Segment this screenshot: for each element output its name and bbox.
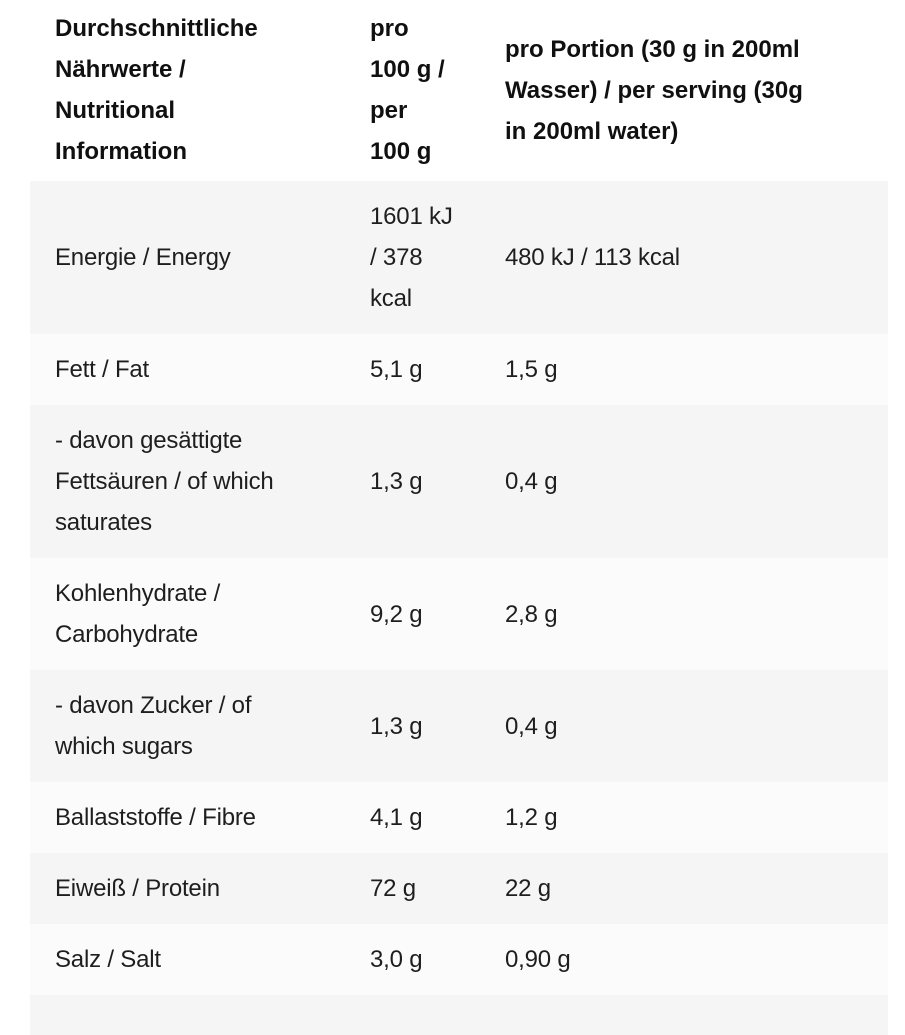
nutrient-label: Fett / Fat <box>30 334 345 405</box>
per-100g-value: 1,3 g <box>345 405 480 558</box>
nutrient-label: - davon gesättigte Fettsäuren / of which… <box>30 405 345 558</box>
row-protein: Eiweiß / Protein 72 g 22 g <box>30 853 888 924</box>
per-100g-value: 5,1 g <box>345 334 480 405</box>
per-100g-value: 9,2 g <box>345 558 480 670</box>
per-100g-value: 3,0 g <box>345 924 480 995</box>
row-energy: Energie / Energy 1601 kJ / 378 kcal 480 … <box>30 181 888 334</box>
header-row: Durchschnittliche Nährwerte / Nutritiona… <box>30 0 888 181</box>
row-carbohydrate: Kohlenhydrate / Carbohydrate 9,2 g 2,8 g <box>30 558 888 670</box>
per-100g-value: 1,3 g <box>345 670 480 782</box>
row-fibre: Ballaststoffe / Fibre 4,1 g 1,2 g <box>30 782 888 853</box>
nutrient-label: Eiweiß / Protein <box>30 853 345 924</box>
nutrition-table-body: Energie / Energy 1601 kJ / 378 kcal 480 … <box>30 181 888 1035</box>
nutrition-table-header: Durchschnittliche Nährwerte / Nutritiona… <box>30 0 888 181</box>
per-portion-value: 1,5 g <box>480 334 888 405</box>
nutrient-label: Kohlenhydrate / Carbohydrate <box>30 558 345 670</box>
row-sugars: - davon Zucker / of which sugars 1,3 g 0… <box>30 670 888 782</box>
nutrient-label: Salz / Salt <box>30 924 345 995</box>
header-nutrient-column: Durchschnittliche Nährwerte / Nutritiona… <box>30 0 345 181</box>
per-portion-value: 22 g <box>480 853 888 924</box>
nutrient-label: - davon Zucker / of which sugars <box>30 670 345 782</box>
header-per-portion-column: pro Portion (30 g in 200ml Wasser) / per… <box>480 0 888 181</box>
per-portion-value: 1,2 g <box>480 782 888 853</box>
nutrient-label: Ballaststoffe / Fibre <box>30 782 345 853</box>
per-portion-value: 2,8 g <box>480 558 888 670</box>
row-saturates: - davon gesättigte Fettsäuren / of which… <box>30 405 888 558</box>
nutrient-label: Energie / Energy <box>30 181 345 334</box>
row-empty-filler <box>30 995 888 1035</box>
per-100g-value: 4,1 g <box>345 782 480 853</box>
nutrition-table: Durchschnittliche Nährwerte / Nutritiona… <box>30 0 888 1035</box>
header-per-100g-column: pro 100 g / per 100 g <box>345 0 480 181</box>
per-100g-value: 72 g <box>345 853 480 924</box>
per-portion-value: 0,4 g <box>480 670 888 782</box>
per-100g-value: 1601 kJ / 378 kcal <box>345 181 480 334</box>
row-fat: Fett / Fat 5,1 g 1,5 g <box>30 334 888 405</box>
row-salt: Salz / Salt 3,0 g 0,90 g <box>30 924 888 995</box>
per-portion-value: 480 kJ / 113 kcal <box>480 181 888 334</box>
per-portion-value: 0,90 g <box>480 924 888 995</box>
per-portion-value: 0,4 g <box>480 405 888 558</box>
